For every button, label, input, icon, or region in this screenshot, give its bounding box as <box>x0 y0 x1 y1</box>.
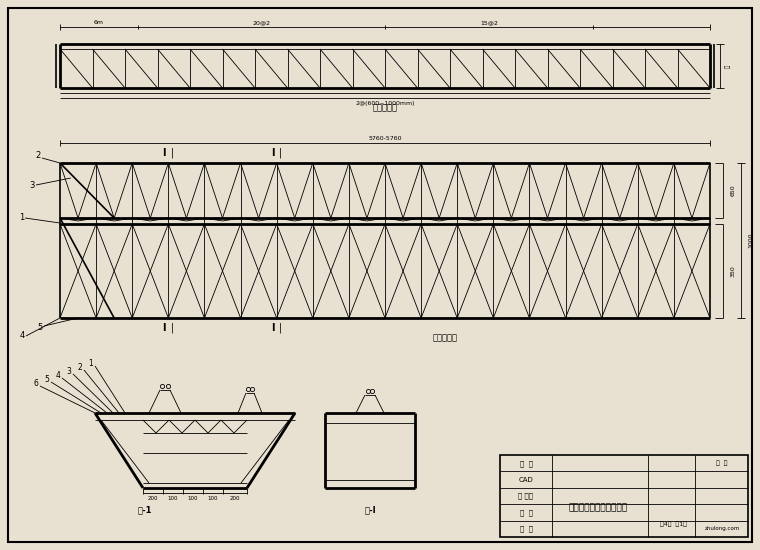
Text: 200: 200 <box>230 496 240 500</box>
Text: zhulong.com: zhulong.com <box>705 526 739 531</box>
Text: 桁架侧视图: 桁架侧视图 <box>372 103 397 113</box>
Text: 4: 4 <box>55 371 61 380</box>
Text: I: I <box>271 148 274 158</box>
Bar <box>500 455 748 537</box>
Text: 5: 5 <box>45 375 49 383</box>
Text: 100: 100 <box>207 496 218 500</box>
Text: 100: 100 <box>188 496 198 500</box>
Text: 桁架俯视图: 桁架俯视图 <box>432 333 458 343</box>
Text: 1000: 1000 <box>749 233 753 248</box>
Text: I: I <box>163 148 166 158</box>
Text: 650: 650 <box>730 185 736 196</box>
Text: 复  核: 复 核 <box>520 525 533 532</box>
Text: I: I <box>163 323 166 333</box>
Text: 审  核: 审 核 <box>520 509 533 516</box>
Text: 5: 5 <box>37 323 43 333</box>
Text: 1: 1 <box>19 213 24 223</box>
Text: 5760-5760: 5760-5760 <box>369 135 402 140</box>
Text: 预制钢筋吊架结构施工图: 预制钢筋吊架结构施工图 <box>568 504 628 513</box>
Text: |: | <box>171 148 174 158</box>
Text: 350: 350 <box>730 265 736 277</box>
Text: 3: 3 <box>67 366 71 376</box>
Text: 3: 3 <box>30 180 35 190</box>
Text: 2: 2 <box>78 362 82 371</box>
Text: 设  计: 设 计 <box>520 460 533 466</box>
Text: 100: 100 <box>168 496 179 500</box>
Text: 2@(600~1000mm): 2@(600~1000mm) <box>355 101 415 106</box>
Text: 6m: 6m <box>94 20 104 25</box>
Text: 4: 4 <box>19 332 24 340</box>
Text: 剖-1: 剖-1 <box>138 505 152 514</box>
Text: 剖-I: 剖-I <box>364 505 375 514</box>
Text: 图: 图 <box>725 64 731 68</box>
Text: 监 理员: 监 理员 <box>518 493 534 499</box>
Text: |: | <box>171 323 174 333</box>
Text: CAD: CAD <box>518 477 534 482</box>
Text: |: | <box>279 323 282 333</box>
Text: 1: 1 <box>89 359 93 367</box>
Text: 15@2: 15@2 <box>480 20 498 25</box>
Text: I: I <box>271 323 274 333</box>
Text: 200: 200 <box>147 496 158 500</box>
Text: 图  号: 图 号 <box>716 460 728 466</box>
Text: |: | <box>279 148 282 158</box>
Text: 共4张  第1张: 共4张 第1张 <box>660 522 686 527</box>
Text: 6: 6 <box>33 378 39 388</box>
Text: 2: 2 <box>36 151 40 160</box>
Text: 20@2: 20@2 <box>252 20 271 25</box>
